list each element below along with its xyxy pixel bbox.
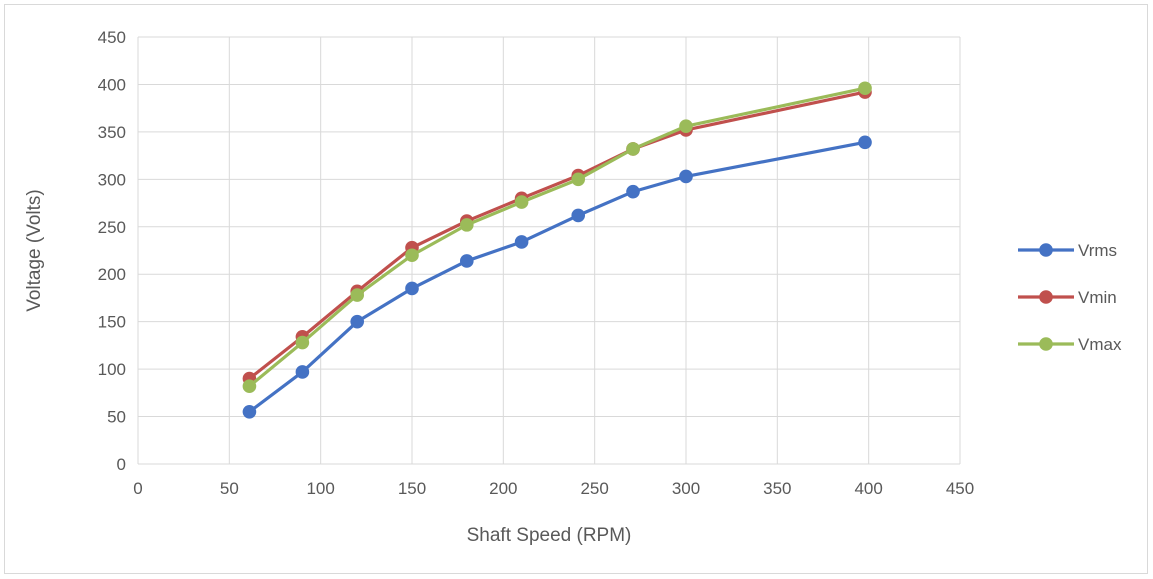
data-point (405, 281, 419, 296)
series-vrms (242, 135, 872, 419)
legend-marker (1039, 243, 1053, 257)
legend-marker (1039, 337, 1053, 351)
data-point (571, 208, 586, 223)
y-tick-label: 300 (98, 170, 126, 189)
y-tick-label: 200 (98, 265, 126, 284)
axes: 0 50 100 150 200 250 300 350 400 450 0 50 100 150 200 2… (98, 28, 975, 498)
x-tick-label: 250 (580, 479, 608, 498)
data-point (242, 379, 257, 393)
legend-item-vmin: Vmin (1018, 288, 1117, 307)
y-tick-label: 450 (98, 28, 126, 47)
x-tick-label: 300 (672, 479, 700, 498)
series-line (248, 140, 866, 414)
data-point (626, 142, 640, 156)
x-tick-label: 450 (946, 479, 974, 498)
series (242, 81, 872, 419)
data-point (350, 288, 365, 302)
x-tick-label: 200 (489, 479, 517, 498)
data-point (679, 169, 693, 184)
legend-marker (1039, 290, 1053, 304)
y-axis-title: Voltage (Volts) (24, 189, 45, 312)
series-line (248, 90, 866, 380)
x-tick-label: 0 (133, 479, 142, 498)
x-tick-label: 150 (398, 479, 426, 498)
legend: Vrms Vmin Vmax (1018, 241, 1122, 354)
y-tick-label: 350 (98, 123, 126, 142)
data-point (295, 335, 310, 350)
data-point (571, 172, 586, 187)
legend-item-vmax: Vmax (1018, 335, 1122, 354)
data-point (858, 81, 872, 96)
series-vmax (242, 81, 872, 393)
y-tick-label: 50 (107, 408, 126, 427)
data-point (679, 119, 693, 133)
data-point (514, 235, 529, 249)
y-tick-label: 150 (98, 313, 126, 332)
x-tick-label: 50 (220, 479, 239, 498)
x-axis-title: Shaft Speed (RPM) (467, 525, 632, 546)
legend-label: Vmin (1078, 288, 1117, 307)
data-point (242, 405, 257, 419)
data-point (858, 135, 872, 150)
y-tick-label: 400 (98, 75, 126, 94)
x-tick-label: 350 (763, 479, 791, 498)
data-point (405, 248, 419, 263)
legend-label: Vmax (1078, 335, 1122, 354)
data-point (460, 218, 474, 232)
grid-lines (137, 36, 961, 465)
series-line (248, 86, 866, 388)
chart-frame (4, 4, 1148, 574)
data-point (295, 365, 310, 379)
legend-item-vrms: Vrms (1018, 241, 1117, 260)
y-tick-label: 100 (98, 360, 126, 379)
x-tick-label: 100 (306, 479, 334, 498)
y-tick-label: 250 (98, 218, 126, 237)
legend-label: Vrms (1078, 241, 1117, 260)
x-tick-label: 400 (854, 479, 882, 498)
data-point (514, 195, 529, 209)
data-point (460, 254, 474, 268)
y-tick-label: 0 (117, 455, 126, 474)
data-point (626, 184, 640, 199)
data-point (350, 314, 365, 329)
